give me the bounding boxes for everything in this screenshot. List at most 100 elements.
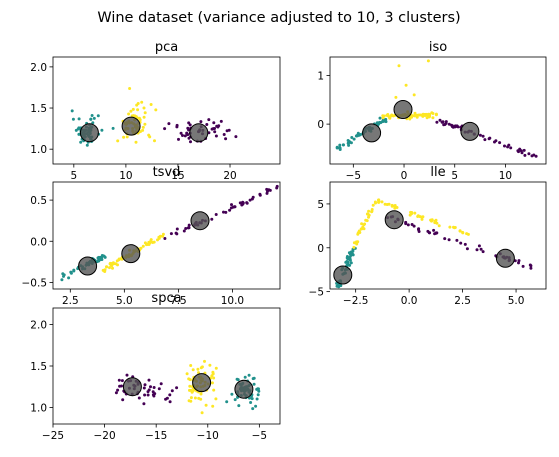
data-point	[189, 140, 192, 144]
data-point	[136, 108, 140, 112]
data-point	[225, 400, 229, 404]
x-tick-label: 5	[70, 170, 77, 182]
y-tick-label: 1.0	[30, 144, 47, 156]
data-point	[523, 153, 527, 157]
data-point	[67, 276, 71, 280]
data-point	[197, 371, 200, 375]
data-point	[187, 121, 191, 125]
axes-frame	[329, 56, 547, 165]
data-point	[96, 114, 100, 118]
data-point	[453, 226, 457, 229]
data-point	[255, 397, 259, 401]
cluster-centroid	[78, 256, 98, 276]
data-point	[147, 243, 151, 246]
data-point	[521, 264, 525, 268]
data-point	[142, 402, 146, 406]
data-point	[367, 213, 371, 217]
data-point	[386, 114, 390, 118]
data-point	[85, 143, 89, 147]
data-point	[455, 238, 459, 242]
data-point	[359, 133, 363, 136]
data-point	[71, 117, 75, 121]
data-point	[481, 134, 485, 138]
data-point	[60, 278, 64, 282]
data-point	[120, 379, 124, 383]
data-point	[199, 397, 203, 401]
data-point	[429, 218, 433, 222]
data-point	[249, 401, 253, 404]
data-point	[122, 135, 126, 139]
data-point	[233, 398, 237, 402]
data-point	[335, 146, 339, 150]
x-tick-label: −10	[197, 430, 219, 442]
data-point	[371, 203, 375, 207]
data-point	[199, 392, 203, 396]
y-tick-label: 1.5	[30, 103, 47, 115]
data-point	[108, 266, 111, 270]
data-point	[434, 112, 438, 116]
data-point	[210, 217, 214, 221]
data-point	[168, 400, 172, 404]
data-point	[205, 123, 209, 126]
y-tick-label: −5	[309, 287, 324, 299]
data-point	[175, 232, 179, 236]
x-tick-label: 5.0	[508, 295, 525, 307]
data-point	[164, 397, 168, 401]
data-point	[110, 264, 114, 268]
subplot-title: tsvd	[153, 165, 181, 180]
data-point	[349, 141, 353, 145]
subplot-title: lle	[430, 165, 445, 180]
data-point	[427, 112, 431, 116]
data-point	[463, 242, 467, 246]
data-point	[376, 122, 379, 126]
subplot-title: pca	[155, 40, 178, 55]
scatter-points	[60, 184, 279, 282]
data-point	[352, 245, 356, 249]
data-point	[212, 388, 216, 392]
x-tick-label: 10	[119, 170, 132, 182]
data-point	[138, 130, 142, 134]
data-point	[348, 258, 352, 262]
data-point	[200, 411, 204, 415]
data-point	[394, 95, 398, 99]
data-point	[479, 247, 483, 251]
data-point	[248, 198, 252, 202]
data-point	[154, 108, 158, 112]
data-point	[435, 221, 439, 225]
cluster-centroid	[192, 373, 212, 393]
data-point	[215, 124, 219, 128]
x-tick-label: 2.5	[454, 295, 471, 307]
data-point	[225, 129, 229, 133]
data-point	[358, 231, 362, 234]
data-point	[137, 396, 141, 400]
subplot-spca: spca −25 −20 −15 −10 −5 1.0 1.5 2.0	[30, 291, 281, 442]
data-point	[219, 119, 223, 123]
data-point	[141, 244, 145, 248]
data-point	[189, 396, 193, 400]
x-tick-label: 5.0	[116, 295, 133, 307]
data-point	[125, 135, 129, 139]
data-point	[465, 247, 469, 251]
data-point	[425, 116, 429, 120]
data-point	[450, 125, 454, 129]
data-point	[397, 64, 401, 68]
data-point	[69, 270, 73, 274]
data-point	[475, 248, 479, 252]
data-point	[153, 139, 156, 143]
data-point	[389, 114, 393, 118]
data-point	[191, 368, 195, 372]
data-point	[186, 133, 190, 137]
data-point	[148, 135, 152, 139]
data-point	[338, 146, 341, 150]
data-point	[520, 151, 524, 155]
data-point	[341, 143, 345, 147]
data-point	[447, 122, 451, 126]
data-point	[105, 265, 108, 269]
data-point	[453, 125, 457, 129]
data-point	[135, 103, 139, 107]
data-point	[363, 222, 367, 226]
data-point	[443, 237, 447, 241]
data-point	[350, 136, 354, 139]
data-point	[421, 215, 425, 219]
